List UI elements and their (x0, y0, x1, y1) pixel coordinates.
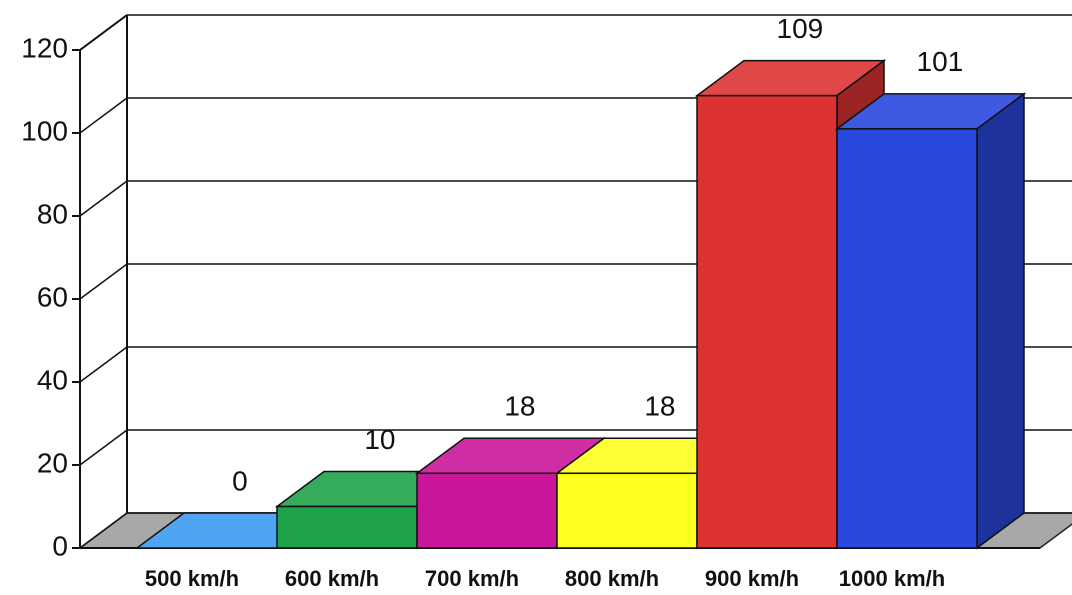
y-tick-label: 20 (37, 447, 68, 478)
grid-line (79, 346, 128, 383)
bar (276, 505, 418, 549)
bar (696, 94, 838, 549)
grid-line (79, 429, 128, 466)
value-label: 18 (504, 391, 535, 422)
value-label: 10 (364, 424, 395, 455)
x-tick-label: 900 km/h (705, 566, 799, 591)
x-tick-label: 600 km/h (285, 566, 379, 591)
bar (556, 472, 698, 549)
bar-side (976, 92, 1025, 550)
y-tick-label: 0 (52, 530, 68, 561)
value-label: 18 (644, 391, 675, 422)
grid-line (79, 263, 128, 300)
bar (836, 128, 978, 549)
x-tick-label: 800 km/h (565, 566, 659, 591)
grid-line (79, 512, 128, 549)
y-tick-label: 40 (37, 364, 68, 395)
x-tick-label: 500 km/h (145, 566, 239, 591)
value-label: 109 (777, 13, 824, 44)
grid-line (79, 14, 128, 51)
y-tick-label: 60 (37, 281, 68, 312)
y-tick-label: 120 (21, 32, 68, 63)
y-tick-label: 100 (21, 115, 68, 146)
x-tick-label: 700 km/h (425, 566, 519, 591)
grid-line (79, 97, 128, 134)
x-tick-label: 1000 km/h (839, 566, 945, 591)
value-label: 101 (917, 46, 964, 77)
grid-line (79, 180, 128, 217)
y-tick-label: 80 (37, 198, 68, 229)
bar (416, 472, 558, 549)
value-label: 0 (232, 465, 248, 496)
